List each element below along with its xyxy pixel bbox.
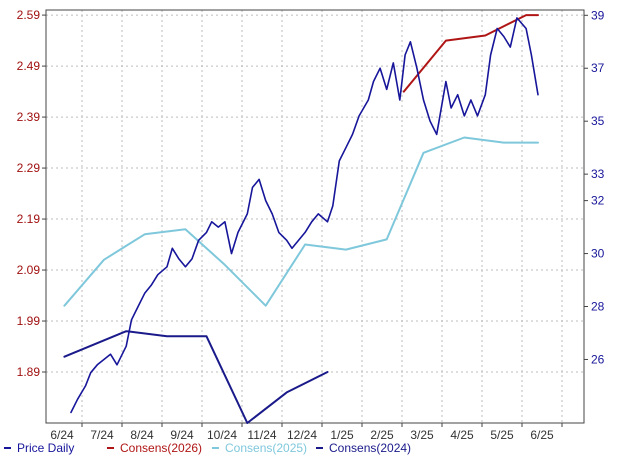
series-line-cons2026 (402, 14, 539, 93)
plot-frame (45, 9, 585, 424)
left-tick-label: 2.09 (17, 263, 41, 277)
series-line-cons2024 (63, 330, 329, 424)
x-tick-label: 10/24 (207, 428, 237, 442)
x-tick-label: 6/25 (530, 428, 554, 442)
legend-label-cons2025: Consens(2025) (225, 441, 307, 455)
right-tick-label: 30 (591, 247, 605, 261)
left-tick-label: 2.29 (17, 161, 41, 175)
left-tick-label: 2.39 (17, 110, 41, 124)
series-line-price (70, 17, 539, 414)
x-tick-label: 7/24 (90, 428, 114, 442)
legend: Price Daily Consens(2026) Consens(2025) Con… (4, 441, 411, 455)
left-tick-label: 2.49 (17, 59, 41, 73)
x-tick-label: 11/24 (247, 428, 276, 442)
x-tick-label: 3/25 (410, 428, 434, 442)
x-tick-label: 12/24 (287, 428, 317, 442)
right-axis: 26 28 30 32 33 35 37 39 (584, 8, 605, 366)
right-tick-label: 28 (591, 300, 605, 314)
x-tick-label: 6/24 (50, 428, 74, 442)
right-tick-label: 32 (591, 194, 605, 208)
left-tick-label: 1.89 (17, 365, 41, 379)
legend-label-cons2026: Consens(2026) (120, 441, 202, 455)
right-tick-label: 39 (591, 8, 605, 22)
right-tick-label: 33 (591, 167, 605, 181)
x-tick-label: 4/25 (450, 428, 474, 442)
right-tick-label: 26 (591, 352, 605, 366)
grid-lines (46, 10, 584, 423)
legend-label-cons2024: Consens(2024) (329, 441, 411, 455)
left-tick-label: 2.59 (17, 8, 41, 22)
legend-label-price: Price Daily (17, 441, 74, 455)
left-tick-label: 2.19 (17, 212, 41, 226)
left-tick-label: 1.99 (17, 314, 41, 328)
series-lines (63, 14, 539, 424)
left-axis: 1.89 1.99 2.09 2.19 2.29 2.39 2.49 2.59 (17, 8, 46, 379)
x-tick-label: 9/24 (170, 428, 194, 442)
x-tick-label: 2/25 (370, 428, 394, 442)
x-axis: 6/24 7/24 8/24 9/24 10/24 11/24 12/24 1/25 2/25 3… (50, 423, 563, 442)
right-tick-label: 37 (591, 61, 605, 75)
x-tick-label: 1/25 (330, 428, 354, 442)
x-tick-label: 5/25 (490, 428, 514, 442)
series-line-cons2025 (63, 136, 539, 307)
right-tick-label: 35 (591, 114, 605, 128)
x-tick-label: 8/24 (130, 428, 154, 442)
